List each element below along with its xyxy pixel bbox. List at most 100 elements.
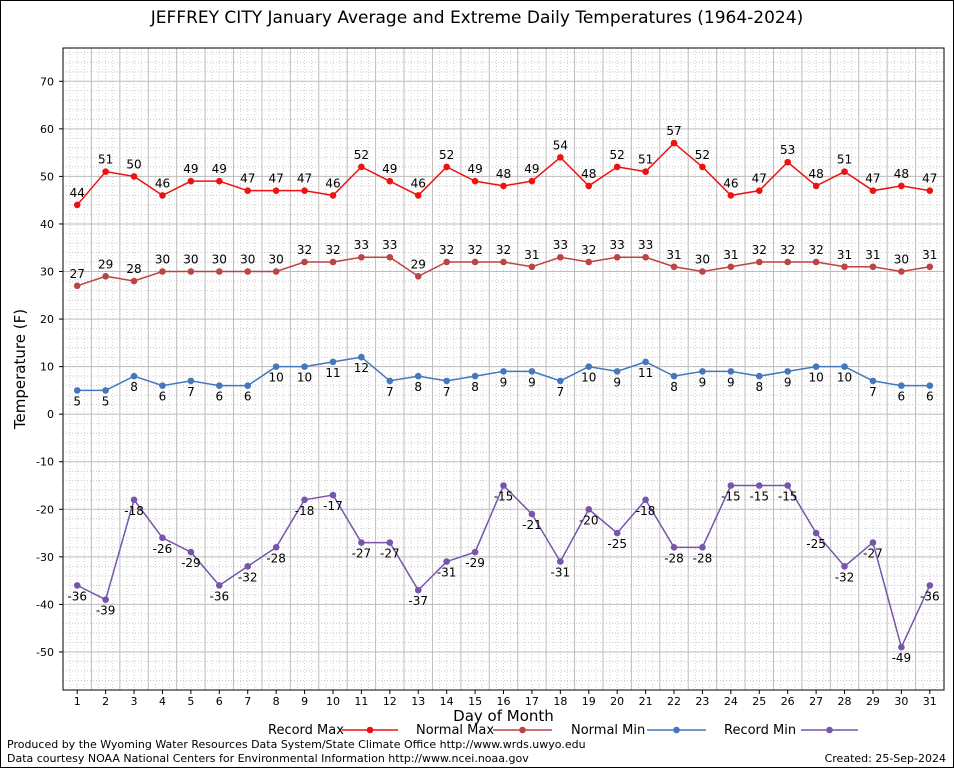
data-point	[642, 168, 649, 175]
data-label: -17	[323, 499, 343, 513]
data-label: -29	[181, 556, 201, 570]
data-point	[216, 382, 223, 389]
legend-item: Record Min	[724, 723, 858, 738]
data-point	[528, 177, 536, 185]
data-point	[557, 558, 564, 565]
data-point	[187, 377, 195, 385]
data-label: 11	[325, 366, 340, 380]
data-point	[585, 505, 593, 513]
y-tick-label: -20	[36, 503, 54, 516]
data-label: 8	[471, 380, 479, 394]
data-label: 44	[70, 186, 85, 200]
data-label: 5	[102, 394, 110, 408]
x-tick-label: 27	[809, 695, 823, 708]
x-tick-label: 15	[468, 695, 482, 708]
data-label: -20	[579, 513, 599, 527]
data-label: -15	[749, 490, 769, 504]
data-label: 33	[382, 238, 397, 252]
data-label: -25	[806, 537, 826, 551]
data-point	[784, 258, 791, 266]
data-label: 48	[496, 167, 511, 181]
data-point	[642, 253, 649, 261]
data-point	[869, 187, 877, 194]
data-label: 30	[183, 253, 198, 267]
data-label: 33	[354, 238, 369, 252]
y-tick-label: 50	[40, 170, 54, 183]
data-label: 8	[130, 380, 138, 394]
data-label: -15	[778, 490, 798, 504]
x-tick-label: 17	[525, 695, 539, 708]
data-point	[73, 201, 81, 209]
data-label: 53	[780, 143, 795, 157]
data-point	[841, 363, 848, 370]
data-point	[102, 272, 109, 280]
data-label: -29	[465, 556, 485, 570]
x-tick-label: 1	[74, 695, 81, 708]
data-label: -31	[551, 566, 571, 580]
data-label: 52	[610, 148, 625, 162]
data-point	[386, 253, 394, 261]
data-label: 7	[386, 385, 394, 399]
data-label: 51	[638, 153, 653, 167]
x-tick-label: 31	[923, 695, 937, 708]
data-label: 51	[837, 153, 852, 167]
data-point	[414, 586, 422, 594]
data-point	[443, 558, 450, 565]
y-tick-label: 60	[40, 123, 54, 136]
data-label: 31	[837, 248, 852, 262]
x-tick-label: 12	[383, 695, 397, 708]
data-point	[386, 377, 394, 385]
y-axis-label: Temperature (F)	[11, 309, 29, 430]
data-label: 9	[613, 375, 621, 389]
data-label: -39	[96, 604, 116, 618]
data-point	[159, 534, 166, 542]
data-point	[471, 548, 479, 556]
data-point	[386, 539, 394, 546]
data-point	[585, 363, 593, 370]
data-point	[727, 482, 735, 489]
legend-swatch-marker	[519, 726, 526, 734]
x-tick-label: 3	[131, 695, 138, 708]
data-label: 50	[126, 157, 141, 171]
data-label: -27	[380, 547, 400, 561]
data-point	[613, 163, 621, 171]
data-point	[670, 544, 678, 551]
data-label: 33	[638, 238, 653, 252]
data-point	[670, 372, 678, 380]
data-label: -25	[607, 537, 627, 551]
data-point	[216, 268, 223, 275]
x-tick-label: 5	[187, 695, 194, 708]
series-record-max: 44 51 50 46 49 49 47 47 47 46 52 49 46 52 49 48 49 54 48 52…	[70, 124, 937, 209]
data-label: 48	[581, 167, 596, 181]
x-tick-label: 11	[354, 695, 368, 708]
data-point	[869, 263, 877, 271]
legend: Record Max Normal Max Normal Min Record Min	[268, 723, 858, 738]
data-point	[301, 496, 308, 504]
data-point	[841, 263, 848, 271]
data-label: 46	[325, 176, 340, 190]
data-label: -18	[124, 504, 144, 518]
data-point	[244, 382, 252, 389]
data-point	[699, 544, 706, 551]
data-label: 57	[666, 124, 681, 138]
x-tick-label: 22	[667, 695, 681, 708]
chart-title: JEFFREY CITY January Average and Extreme…	[150, 8, 804, 28]
data-point	[755, 258, 763, 266]
data-label: 33	[553, 238, 568, 252]
data-point	[244, 268, 252, 275]
data-label: 6	[244, 390, 252, 404]
credit-line-2: Data courtesy NOAA National Centers for …	[7, 752, 529, 765]
x-tick-label: 7	[244, 695, 251, 708]
data-label: 10	[269, 371, 284, 385]
x-tick-label: 23	[695, 695, 709, 708]
data-label: 11	[638, 366, 653, 380]
data-label: 52	[695, 148, 710, 162]
data-point	[159, 382, 166, 389]
data-point	[102, 596, 109, 603]
data-label: 12	[354, 361, 369, 375]
data-label: -15	[721, 490, 741, 504]
y-tick-label: 20	[40, 313, 54, 326]
data-label: 49	[467, 162, 482, 176]
data-label: 30	[269, 253, 284, 267]
data-label: 7	[557, 385, 565, 399]
